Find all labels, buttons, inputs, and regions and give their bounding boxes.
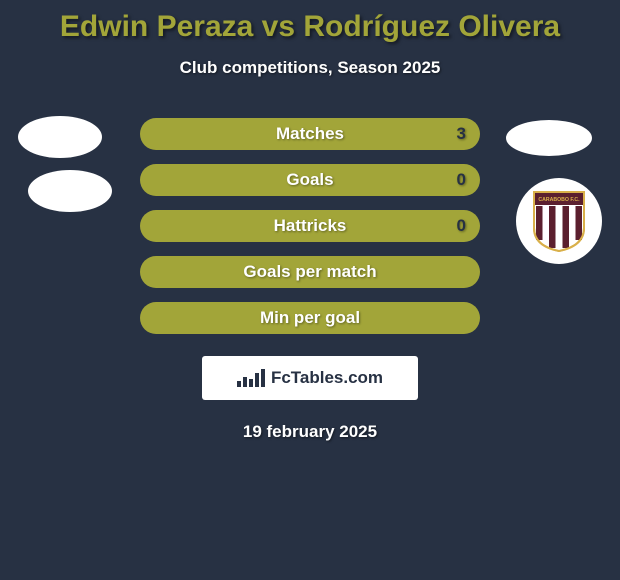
branding-badge: FcTables.com — [202, 356, 418, 400]
stat-value-right: 0 — [457, 170, 466, 190]
stat-row-matches: Matches 3 — [140, 118, 480, 150]
svg-text:CARABOBO F.C.: CARABOBO F.C. — [538, 197, 580, 203]
stat-label: Matches — [276, 124, 344, 144]
player2-club-badge: CARABOBO F.C. — [516, 178, 602, 264]
shield-icon: CARABOBO F.C. — [532, 190, 586, 252]
stat-label: Goals — [286, 170, 333, 190]
bar-chart-icon — [237, 369, 265, 387]
comparison-subtitle: Club competitions, Season 2025 — [0, 58, 620, 78]
comparison-title: Edwin Peraza vs Rodríguez Olivera — [0, 0, 620, 44]
stat-row-hattricks: Hattricks 0 — [140, 210, 480, 242]
stat-value-right: 3 — [457, 124, 466, 144]
stat-label: Goals per match — [243, 262, 376, 282]
stat-row-min-per-goal: Min per goal — [140, 302, 480, 334]
branding-text: FcTables.com — [271, 368, 383, 388]
player1-avatar-placeholder — [18, 116, 102, 158]
player1-club-placeholder — [28, 170, 112, 212]
stat-label: Hattricks — [274, 216, 347, 236]
date-line: 19 february 2025 — [0, 422, 620, 442]
stat-value-right: 0 — [457, 216, 466, 236]
stat-row-goals-per-match: Goals per match — [140, 256, 480, 288]
stat-row-goals: Goals 0 — [140, 164, 480, 196]
stat-label: Min per goal — [260, 308, 360, 328]
stats-container: Matches 3 Goals 0 Hattricks 0 Goals per … — [140, 118, 480, 334]
player2-avatar-placeholder — [506, 120, 592, 156]
